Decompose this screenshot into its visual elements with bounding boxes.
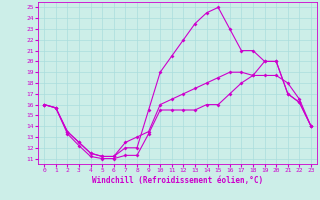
X-axis label: Windchill (Refroidissement éolien,°C): Windchill (Refroidissement éolien,°C) (92, 176, 263, 185)
